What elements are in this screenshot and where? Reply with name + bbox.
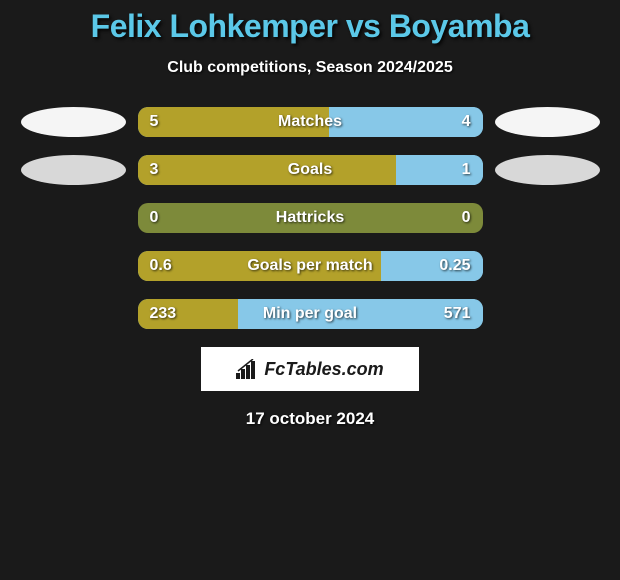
- player-left-oval: [21, 299, 126, 329]
- stat-value-left: 3: [150, 161, 159, 179]
- stat-row: 3 Goals 1: [0, 155, 620, 185]
- footer-logo: FcTables.com: [201, 347, 419, 391]
- stat-value-right: 0: [462, 209, 471, 227]
- player-left-oval: [21, 155, 126, 185]
- stat-value-right: 4: [462, 113, 471, 131]
- stat-bar: 3 Goals 1: [138, 155, 483, 185]
- player-left-oval: [21, 251, 126, 281]
- stat-value-right: 1: [462, 161, 471, 179]
- player-right-oval: [495, 299, 600, 329]
- player-right-oval: [495, 155, 600, 185]
- stat-bar: 5 Matches 4: [138, 107, 483, 137]
- stat-label: Min per goal: [263, 305, 357, 323]
- stat-label: Goals: [288, 161, 332, 179]
- player-left-oval: [21, 107, 126, 137]
- chart-icon: [236, 359, 258, 379]
- stat-value-right: 571: [444, 305, 471, 323]
- stat-bar: 0 Hattricks 0: [138, 203, 483, 233]
- stat-value-left: 0: [150, 209, 159, 227]
- stat-bar: 0.6 Goals per match 0.25: [138, 251, 483, 281]
- player-right-oval: [495, 251, 600, 281]
- subtitle: Club competitions, Season 2024/2025: [0, 59, 620, 77]
- stat-bar: 233 Min per goal 571: [138, 299, 483, 329]
- player-right-oval: [495, 107, 600, 137]
- player-left-oval: [21, 203, 126, 233]
- stat-row: 233 Min per goal 571: [0, 299, 620, 329]
- date-label: 17 october 2024: [0, 409, 620, 429]
- stat-value-right: 0.25: [439, 257, 470, 275]
- player-right-oval: [495, 203, 600, 233]
- stat-value-left: 0.6: [150, 257, 172, 275]
- stat-value-left: 5: [150, 113, 159, 131]
- stat-label: Hattricks: [276, 209, 344, 227]
- bar-segment-right: [329, 107, 482, 137]
- stat-rows-container: 5 Matches 4 3 Goals 1 0 Hattricks 0 0.6 Goals per …: [0, 107, 620, 329]
- stat-row: 5 Matches 4: [0, 107, 620, 137]
- page-title: Felix Lohkemper vs Boyamba: [0, 8, 620, 45]
- stat-label: Matches: [278, 113, 342, 131]
- stat-label: Goals per match: [247, 257, 372, 275]
- comparison-infographic: Felix Lohkemper vs Boyamba Club competit…: [0, 0, 620, 429]
- logo-text: FcTables.com: [264, 359, 383, 380]
- stat-value-left: 233: [150, 305, 177, 323]
- stat-row: 0 Hattricks 0: [0, 203, 620, 233]
- stat-row: 0.6 Goals per match 0.25: [0, 251, 620, 281]
- bar-segment-left: [138, 155, 397, 185]
